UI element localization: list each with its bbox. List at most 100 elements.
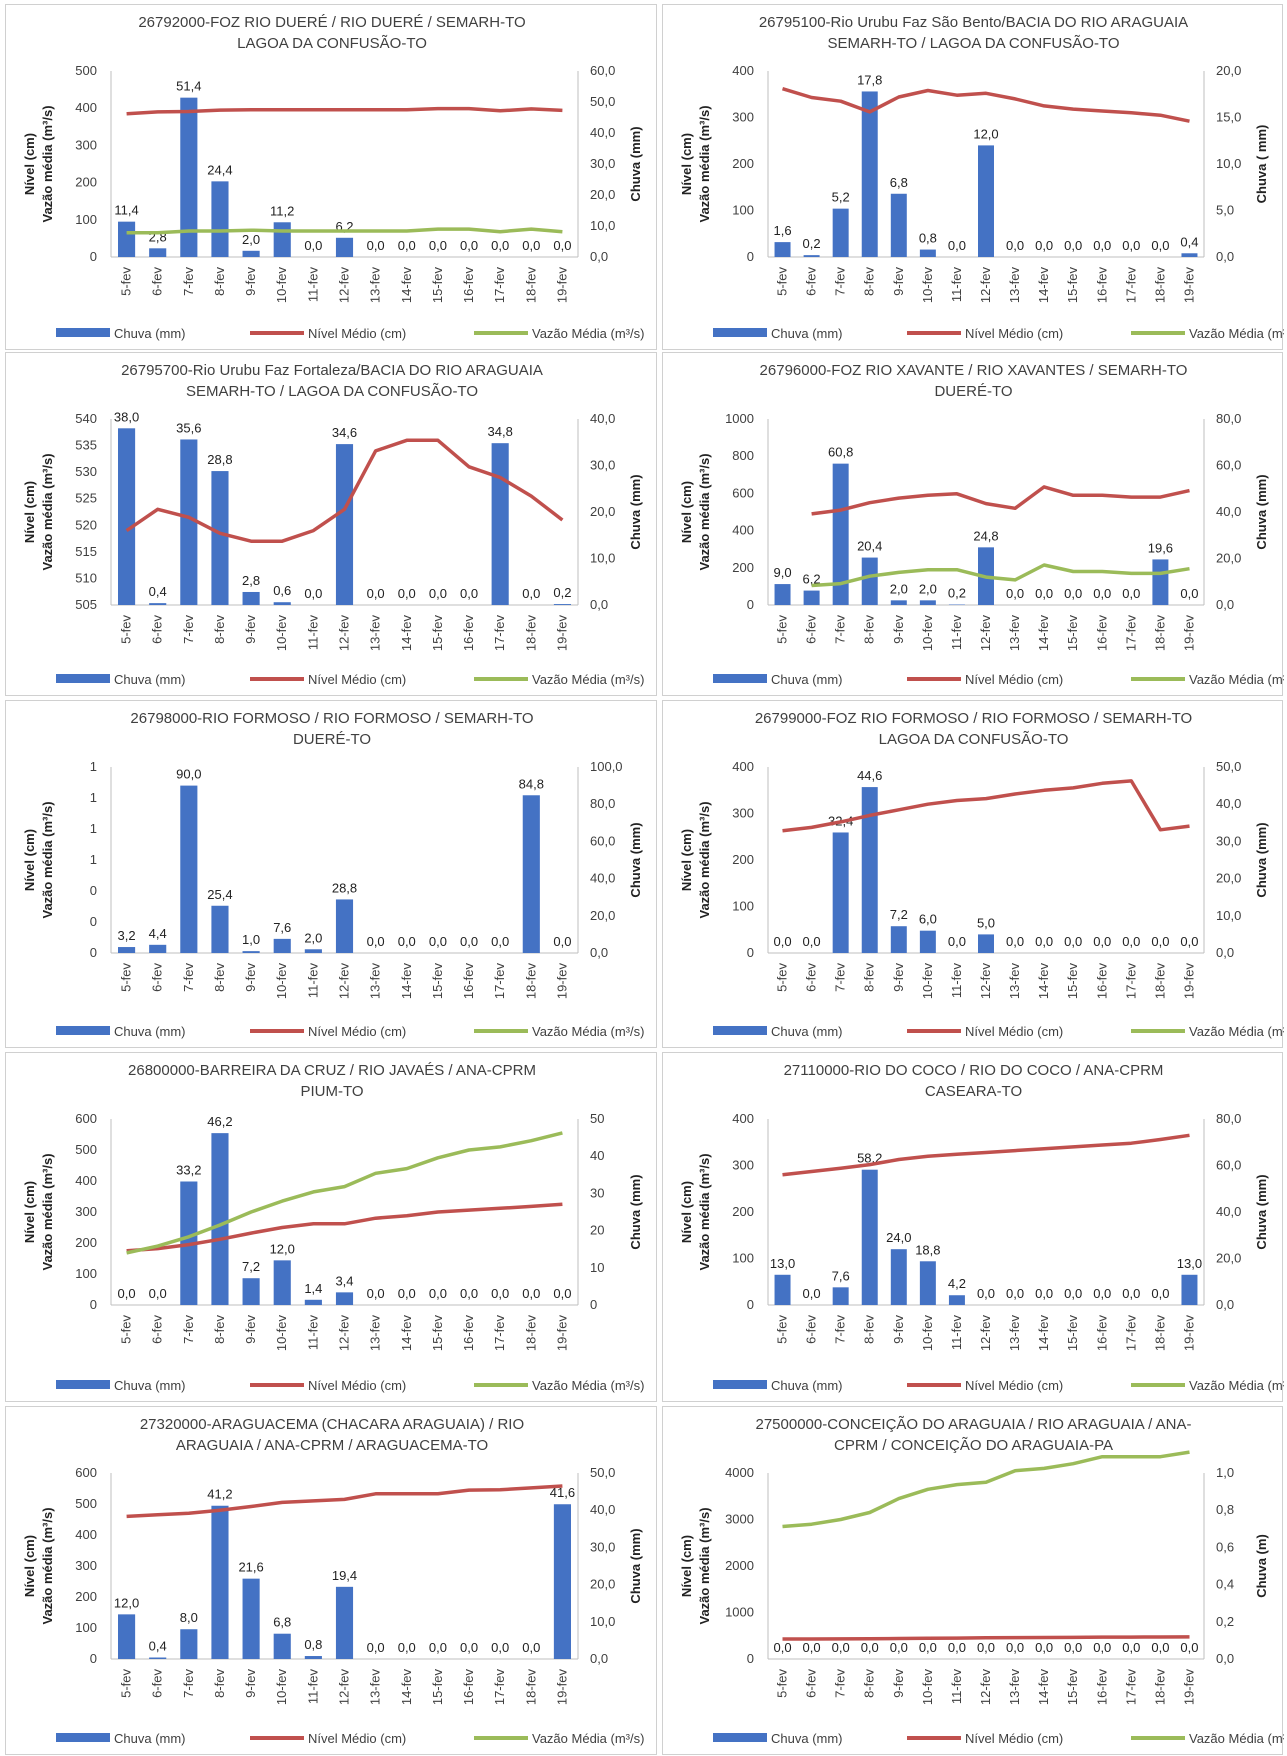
- rain-data-label: 0,0: [1006, 238, 1024, 253]
- x-tick-label: 6-fev: [804, 1669, 819, 1698]
- rain-bar: [305, 1656, 322, 1659]
- rain-data-label: 0,0: [398, 934, 416, 949]
- rain-data-label: 41,2: [207, 1487, 232, 1502]
- x-tick-label: 13-fev: [1007, 963, 1022, 1000]
- y-right-tick-label: 30: [590, 1185, 604, 1200]
- rain-data-label: 12,0: [973, 126, 998, 141]
- y-left-tick-label: 505: [75, 597, 97, 612]
- rain-data-label: 28,8: [332, 880, 357, 895]
- chart-title: 26798000-RIO FORMOSO / RIO FORMOSO / SEM…: [130, 710, 533, 727]
- legend-swatch-rain: [713, 1026, 767, 1035]
- x-tick-label: 5-fev: [775, 267, 790, 296]
- legend-label: Vazão Média (m³/s): [532, 1024, 644, 1039]
- y-right-tick-label: 50,0: [590, 94, 615, 109]
- rain-data-label: 19,4: [332, 1568, 357, 1583]
- chart-title: LAGOA DA CONFUSÃO-TO: [237, 35, 427, 52]
- y-right-tick-label: 10,0: [1216, 908, 1241, 923]
- rain-data-label: 0,0: [1151, 1286, 1169, 1301]
- rain-bar: [920, 600, 936, 605]
- y-left-axis-label: Vazão média (m³/s): [40, 801, 55, 918]
- y-right-tick-label: 0,0: [590, 249, 608, 264]
- x-tick-label: 8-fev: [212, 1669, 227, 1698]
- y-left-tick-label: 400: [732, 759, 754, 774]
- y-left-tick-label: 200: [732, 1204, 754, 1219]
- rain-data-label: 20,4: [857, 539, 882, 554]
- x-tick-label: 17-fev: [492, 267, 507, 304]
- x-tick-label: 8-fev: [212, 1315, 227, 1344]
- y-right-tick-label: 5,0: [1216, 203, 1234, 218]
- x-tick-label: 19-fev: [554, 615, 569, 652]
- rain-bar: [891, 1249, 907, 1305]
- x-tick-label: 5-fev: [775, 615, 790, 644]
- rain-data-label: 12,0: [114, 1595, 139, 1610]
- y-left-tick-label: 0: [90, 914, 97, 929]
- x-tick-label: 16-fev: [1094, 615, 1109, 652]
- y-right-tick-label: 20: [590, 1223, 604, 1238]
- x-tick-label: 5-fev: [119, 1315, 134, 1344]
- legend-label: Chuva (mm): [114, 326, 186, 341]
- y-left-tick-label: 540: [75, 411, 97, 426]
- y-right-tick-label: 0,0: [590, 1651, 608, 1666]
- rain-data-label: 0,0: [429, 1640, 447, 1655]
- rain-data-label: 8,0: [180, 1610, 198, 1625]
- x-tick-label: 14-fev: [1036, 1315, 1051, 1352]
- y-right-tick-label: 10: [590, 1260, 604, 1275]
- chart-title: CASEARA-TO: [925, 1083, 1022, 1100]
- y-left-tick-label: 300: [75, 137, 97, 152]
- y-left-tick-label: 100: [732, 203, 754, 218]
- rain-bar: [305, 949, 322, 953]
- y-left-tick-label: 515: [75, 544, 97, 559]
- rain-data-label: 0,0: [429, 934, 447, 949]
- y-right-tick-label: 0,0: [1216, 1297, 1234, 1312]
- y-left-tick-label: 0: [90, 883, 97, 898]
- rain-bar: [775, 242, 791, 257]
- y-left-tick-label: 200: [732, 156, 754, 171]
- rain-bar: [833, 1287, 849, 1305]
- rain-data-label: 0,0: [1064, 1640, 1082, 1655]
- rain-data-label: 7,6: [832, 1268, 850, 1283]
- x-tick-label: 6-fev: [804, 1315, 819, 1344]
- x-tick-label: 16-fev: [461, 1669, 476, 1706]
- rain-data-label: 0,0: [1035, 238, 1053, 253]
- rain-data-label: 0,0: [1064, 238, 1082, 253]
- x-tick-label: 18-fev: [1152, 963, 1167, 1000]
- x-tick-label: 9-fev: [891, 267, 906, 296]
- rain-data-label: 0,0: [149, 1286, 167, 1301]
- rain-data-label: 0,0: [429, 1286, 447, 1301]
- x-tick-label: 15-fev: [430, 963, 445, 1000]
- rain-bar: [243, 951, 260, 953]
- x-tick-label: 7-fev: [181, 963, 196, 992]
- y-right-tick-label: 0,0: [1216, 249, 1234, 264]
- x-tick-label: 14-fev: [399, 1315, 414, 1352]
- x-tick-label: 19-fev: [554, 267, 569, 304]
- rain-bar: [149, 945, 166, 953]
- rain-data-label: 0,0: [1093, 586, 1111, 601]
- x-tick-label: 6-fev: [150, 1669, 165, 1698]
- legend-label: Nível Médio (cm): [965, 672, 1063, 687]
- rain-data-label: 24,4: [207, 162, 232, 177]
- x-tick-label: 19-fev: [554, 1669, 569, 1706]
- x-tick-label: 6-fev: [150, 615, 165, 644]
- rain-bar: [920, 1261, 936, 1305]
- x-tick-label: 9-fev: [243, 963, 258, 992]
- rain-data-label: 0,0: [1122, 586, 1140, 601]
- legend-swatch-rain: [713, 674, 767, 683]
- y-left-axis-label: Nível (cm): [679, 1181, 694, 1243]
- y-left-tick-label: 1: [90, 759, 97, 774]
- x-tick-label: 13-fev: [368, 615, 383, 652]
- y-right-tick-label: 40,0: [590, 411, 615, 426]
- y-left-axis-label: Vazão média (m³/s): [40, 1153, 55, 1270]
- rain-data-label: 0,0: [398, 586, 416, 601]
- rain-bar: [274, 222, 291, 257]
- x-tick-label: 18-fev: [1152, 1315, 1167, 1352]
- y-left-tick-label: 400: [75, 1527, 97, 1542]
- y-right-tick-label: 60,0: [1216, 458, 1241, 473]
- rain-data-label: 0,0: [1064, 1286, 1082, 1301]
- rain-bar: [180, 1629, 197, 1659]
- chart-panel-8: 27110000-RIO DO COCO / RIO DO COCO / ANA…: [662, 1052, 1283, 1402]
- y-left-tick-label: 300: [75, 1558, 97, 1573]
- rain-data-label: 18,8: [915, 1242, 940, 1257]
- x-tick-label: 11-fev: [949, 1669, 964, 1705]
- y-left-tick-label: 200: [732, 852, 754, 867]
- x-tick-label: 13-fev: [1007, 1669, 1022, 1706]
